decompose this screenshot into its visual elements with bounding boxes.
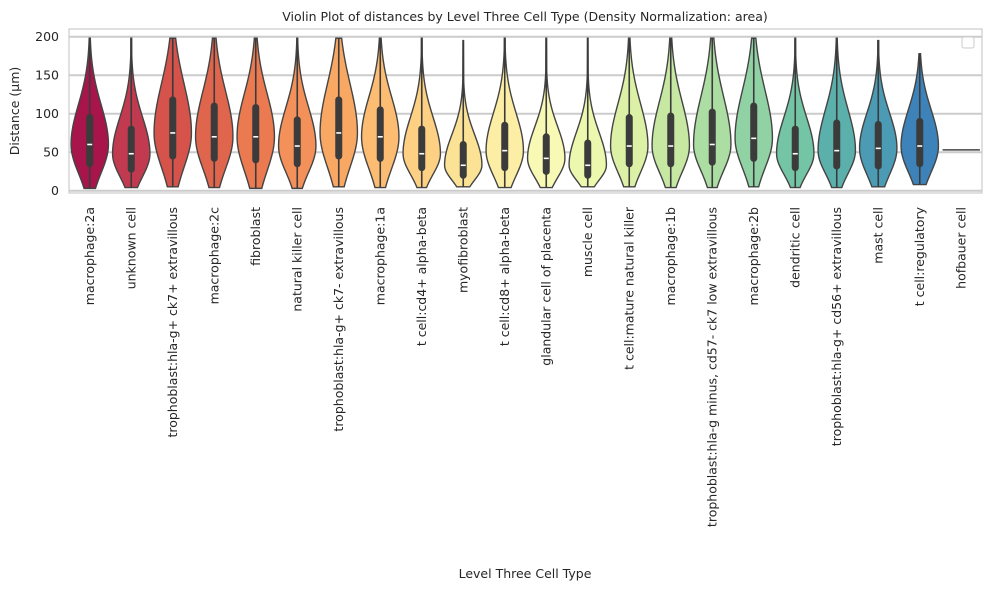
x-tick-label: macrophage:1b <box>663 207 678 306</box>
x-tick-label: macrophage:1a <box>372 207 387 305</box>
violin <box>900 52 940 186</box>
x-tick-label: natural killer cell <box>289 207 304 312</box>
x-tick-label: dendritic cell <box>787 207 802 288</box>
x-tick-label: macrophage:2c <box>206 207 221 305</box>
y-tick-labels: 0 50 100 150 200 <box>35 29 59 198</box>
x-tick-label: trophoblast:hla-g+ ck7- extravillous <box>331 207 346 432</box>
violin <box>319 37 359 188</box>
x-tick-label: macrophage:2a <box>82 207 97 305</box>
x-tick-label: trophoblast:hla-g+ cd56+ extravillous <box>829 207 844 446</box>
x-tick-label: trophoblast:hla-g+ ck7+ extravillous <box>165 207 180 438</box>
violin <box>485 37 525 189</box>
x-tick-labels: macrophage:2a unknown cell trophoblast:hla… <box>82 206 969 527</box>
violin <box>194 37 234 189</box>
violin <box>609 37 649 188</box>
x-tick-label: hofbauer cell <box>953 207 968 289</box>
y-tick-label: 0 <box>51 183 59 198</box>
violin <box>858 39 898 188</box>
y-axis-label: Distance (μm) <box>7 67 22 156</box>
x-tick-label: t cell:regulatory <box>912 206 927 306</box>
violin <box>153 37 193 188</box>
x-tick-label: mast cell <box>870 207 885 264</box>
x-tick-label: macrophage:2b <box>746 207 761 306</box>
violin <box>402 37 442 189</box>
violin <box>692 37 732 189</box>
violin <box>526 37 566 189</box>
violin <box>277 37 317 190</box>
x-tick-label: glandular cell of placenta <box>538 207 553 366</box>
violin <box>111 37 151 189</box>
y-tick-label: 150 <box>35 68 59 83</box>
legend <box>961 36 975 49</box>
violin <box>568 37 608 188</box>
x-tick-label: unknown cell <box>123 207 138 289</box>
x-tick-label: t cell:mature natural killer <box>621 206 636 370</box>
x-tick-label: trophoblast:hla-g minus, cd57- ck7 low e… <box>704 207 719 527</box>
violin <box>360 37 400 189</box>
x-tick-label: t cell:cd4+ alpha-beta <box>414 207 429 346</box>
violin <box>443 39 483 188</box>
violin <box>734 37 774 188</box>
y-tick-label: 200 <box>35 29 59 44</box>
violin <box>775 37 815 189</box>
violin <box>70 37 110 190</box>
violin <box>651 37 691 189</box>
y-tick-label: 100 <box>35 106 59 121</box>
x-axis-label: Level Three Cell Type <box>459 566 592 581</box>
x-tick-label: muscle cell <box>580 207 595 277</box>
x-tick-label: t cell:cd8+ alpha-beta <box>497 207 512 346</box>
x-tick-label: fibroblast <box>248 207 263 266</box>
violin <box>817 37 857 189</box>
violin <box>236 37 276 190</box>
y-tick-label: 50 <box>43 145 59 160</box>
chart-title: Violin Plot of distances by Level Three … <box>282 9 768 24</box>
plot-frame <box>68 28 983 194</box>
violins <box>70 37 980 190</box>
x-tick-label: myofibroblast <box>455 207 470 293</box>
